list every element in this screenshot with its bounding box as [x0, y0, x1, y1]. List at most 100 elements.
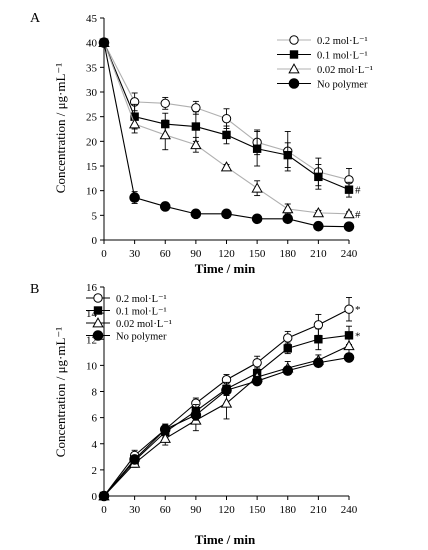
panel-a-significance-mark: #: [355, 185, 361, 197]
panel-a-data-point: [251, 182, 263, 193]
panel-b-x-tick-label: 180: [280, 504, 297, 516]
panel-a-y-tick-label: 35: [86, 62, 98, 74]
panel-b-x-tick-label: 30: [129, 504, 141, 516]
panel-b-x-axis-label: Time / min: [195, 532, 256, 547]
panel-a-data-point: [282, 213, 294, 225]
panel-b-y-tick-label: 8: [92, 387, 98, 399]
panel-b-y-tick-label: 2: [92, 465, 98, 477]
panel-b-data-point: [343, 352, 355, 363]
panel-a-legend-marker: [289, 50, 299, 59]
panel-a-data-point: [343, 221, 355, 232]
panel-a-data-point: [160, 98, 170, 109]
panel-a-y-tick-label: 40: [86, 38, 98, 50]
panel-b-x-tick-label: 0: [101, 504, 107, 516]
panel-a-data-point: [129, 192, 140, 203]
panel-b-data-point: [283, 333, 293, 343]
panel-b-legend-entry: 0.2 mol·L⁻¹: [116, 294, 167, 305]
panel-b-y-tick-label: 0: [92, 491, 98, 503]
panel-b-y-tick-label: 4: [92, 439, 98, 451]
panel-a-x-tick-label: 30: [129, 248, 141, 260]
panel-b-legend-marker: [93, 293, 103, 303]
panel-a-series-4: [98, 37, 355, 232]
panel-a-y-tick-label: 25: [86, 112, 98, 124]
panel-a-data-point: [313, 220, 324, 232]
panel-b-y-tick-label: 16: [86, 282, 98, 294]
panel-a-data-point: [159, 129, 171, 140]
panel-a-data-point: [344, 185, 354, 194]
panel-a-legend-marker: [289, 35, 299, 45]
panel-a-data-point: [191, 103, 201, 113]
panel-a: A Concentration / μg·mL⁻¹ Time / min 0 5 1…: [30, 11, 373, 276]
panel-a-data-point: [283, 150, 292, 160]
panel-b-legend-entry: No polymer: [116, 332, 167, 343]
panel-a-legend-marker: [288, 63, 300, 74]
panel-b-x-tick-label: 210: [310, 504, 327, 516]
panel-a-legend-entry: 0.1 mol·L⁻¹: [317, 51, 368, 62]
panel-b-y-tick-label: 12: [86, 334, 97, 346]
panel-b-significance-mark: *: [355, 304, 361, 316]
panel-a-data-point: [222, 130, 231, 140]
panel-b-data-point: [251, 375, 263, 387]
panel-a-data-point: [251, 213, 263, 225]
panel-b-legend-marker: [93, 306, 103, 315]
panel-a-data-point: [190, 208, 202, 220]
panel-b-data-point: [344, 331, 354, 340]
panel-b-y-tick-label: 10: [86, 360, 98, 372]
panel-a-data-point: [312, 207, 325, 218]
panel-b-data-point: [221, 384, 232, 396]
panel-a-x-tick-label: 120: [218, 248, 235, 260]
panel-a-data-point: [128, 118, 141, 129]
panel-b-data-point: [252, 358, 262, 368]
panel-b-data-point: [343, 339, 355, 351]
panel-b-data-point: [129, 454, 140, 465]
panel-a-legend-entry: No polymer: [317, 80, 368, 91]
panel-b-significance-mark: *: [355, 330, 361, 342]
panel-a-data-point: [282, 203, 294, 214]
panel-a-x-tick-label: 240: [341, 248, 358, 260]
panel-a-legend: 0.2 mol·L⁻¹ 0.1 mol·L⁻¹ 0.02 mol·L⁻¹ No pol…: [277, 35, 373, 91]
panel-b-plot: 0 2 4 6 8 10 12 14 16 0 30 60 90 120 150 180 210 240 * * 0.2…: [86, 282, 361, 516]
panel-a-y-tick-label: 15: [86, 161, 98, 173]
panel-a-y-tick-label: 10: [86, 186, 98, 198]
panel-b-series-4: [98, 352, 355, 502]
panel-a-significance-mark: #: [355, 209, 361, 221]
panel-a-y-tick-label: 30: [86, 87, 98, 99]
panel-b-label: B: [30, 282, 39, 297]
panel-b-data-point: [159, 424, 171, 435]
panel-a-data-point: [221, 113, 232, 124]
panel-b-legend-marker: [92, 317, 104, 328]
panel-a-legend-entry: 0.02 mol·L⁻¹: [317, 65, 373, 76]
panel-a-data-point: [314, 172, 323, 182]
panel-b-data-point: [344, 304, 354, 314]
panel-a-x-axis-label: Time / min: [195, 261, 256, 276]
panel-a-y-tick-label: 5: [92, 210, 98, 222]
panel-a-x-tick-label: 60: [160, 248, 172, 260]
panel-b-x-tick-label: 60: [160, 504, 172, 516]
panel-a-data-point: [221, 208, 232, 220]
panel-b-series-line: [103, 345, 350, 497]
panel-b-y-axis-label: Concentration / μg·mL⁻¹: [53, 327, 68, 457]
panel-a-legend-marker: [288, 78, 300, 89]
panel-b-y-tick-label: 14: [86, 308, 98, 320]
panel-a-data-point: [252, 144, 262, 153]
panel-b-legend-marker: [92, 330, 104, 341]
panel-a-data-point: [190, 138, 202, 150]
panel-a-series-3: #: [98, 36, 361, 221]
panel-b-data-point: [282, 365, 294, 376]
panel-b-x-tick-label: 120: [218, 504, 235, 516]
panel-a-x-tick-label: 210: [310, 248, 327, 260]
panel-a-data-point: [159, 201, 171, 212]
panel-b-data-point: [190, 409, 202, 421]
panel-a-x-tick-label: 180: [280, 248, 297, 260]
panel-b-x-tick-label: 150: [249, 504, 266, 516]
panel-b-legend: 0.2 mol·L⁻¹ 0.1 mol·L⁻¹0.02 mol·L⁻¹ No pol…: [86, 293, 172, 343]
panel-a-y-axis-label: Concentration / μg·mL⁻¹: [53, 63, 68, 193]
panel-a-label: A: [30, 11, 41, 26]
panel-a-plot: 0 5 10 15 20 25 30 35 40 45 0 30 60 90 120 150 180 210 240…: [86, 13, 373, 260]
panel-a-y-tick-label: 20: [86, 136, 98, 148]
panel-a-data-point: [191, 122, 201, 131]
panel-a-x-tick-label: 150: [249, 248, 266, 260]
panel-b-x-tick-label: 90: [190, 504, 202, 516]
panel-b-data-point: [283, 344, 292, 353]
